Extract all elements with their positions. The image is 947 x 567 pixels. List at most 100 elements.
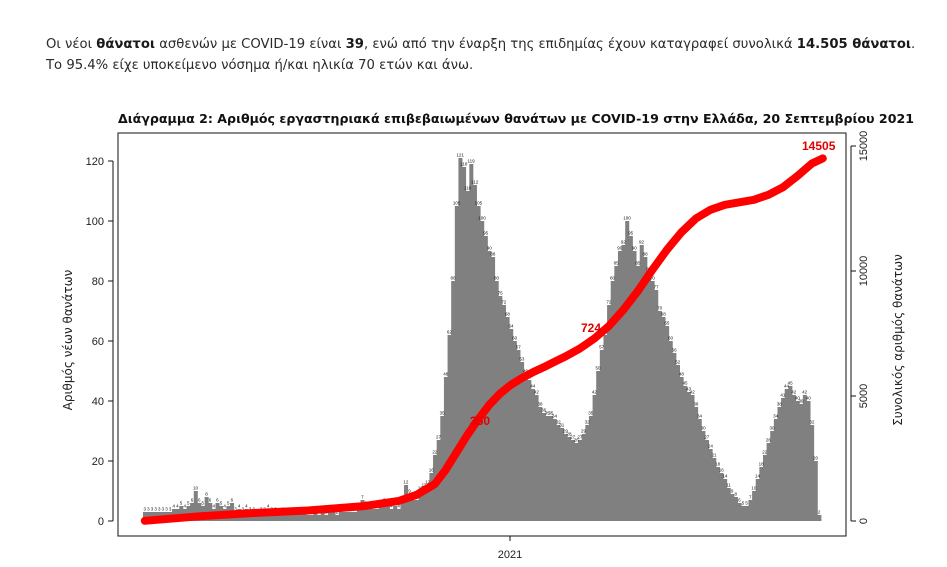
bar (617, 251, 622, 521)
bar-value-label: 41 (780, 393, 786, 398)
bar (516, 350, 521, 521)
bar (193, 491, 198, 521)
bar (766, 443, 771, 521)
bar (277, 515, 282, 521)
bar (298, 512, 303, 521)
bar (338, 512, 343, 521)
bar-value-label: 30 (770, 426, 776, 431)
bar-value-label: 65 (664, 321, 670, 326)
intro-part-2: ασθενών με COVID-19 είναι (155, 37, 346, 52)
bar-value-label: 35 (588, 411, 594, 416)
y-axis-label: Αριθμός νέων θανάτων (61, 269, 75, 410)
bar-value-label: 8 (205, 492, 208, 497)
bar (418, 491, 423, 521)
bar-value-label: 32 (809, 420, 815, 425)
bar (810, 425, 815, 521)
plot-frame (117, 132, 847, 537)
bar (585, 425, 590, 521)
bar (813, 461, 818, 521)
bar-value-label: 5 (227, 501, 230, 506)
bar-value-label: 64 (509, 324, 515, 329)
bar-value-label: 26 (574, 438, 580, 443)
bar-value-label: 4 (245, 504, 248, 509)
bar-value-label: 4 (176, 504, 179, 509)
bar-value-label: 20 (813, 456, 819, 461)
bar (360, 500, 365, 521)
bar-value-label: 43 (686, 387, 692, 392)
bar (770, 431, 775, 521)
bar (694, 407, 699, 521)
bar-value-label: 45 (788, 381, 794, 386)
bar-value-label: 9 (731, 489, 734, 494)
bar (411, 500, 416, 521)
bar-value-label: 42 (791, 390, 797, 395)
bar (255, 515, 260, 521)
bar-value-label: 5 (187, 501, 190, 506)
bar (422, 488, 427, 521)
bar-value-label: 27 (436, 435, 442, 440)
bar-value-label: 45 (683, 381, 689, 386)
bar-value-label: 4 (238, 504, 241, 509)
bar (483, 236, 488, 521)
bar (527, 380, 532, 521)
bar-value-label: 77 (654, 285, 660, 290)
bar-value-label: 4 (223, 504, 226, 509)
bar (791, 395, 797, 521)
bar (719, 473, 724, 521)
bar (665, 326, 670, 521)
bar-value-label: 38 (538, 402, 544, 407)
bar-value-label: 29 (563, 429, 569, 434)
y2-tick-label: 15000 (858, 131, 870, 162)
bar (599, 350, 604, 521)
bar (788, 386, 793, 521)
bar (469, 164, 474, 521)
bar (356, 509, 361, 521)
bar (654, 290, 659, 521)
intro-text: Οι νέοι θάνατοι ασθενών με COVID-19 είνα… (46, 34, 926, 76)
chart-title: Διάγραμμα 2: Αριθμός εργαστηριακά επιβεβ… (118, 111, 914, 126)
bar (741, 506, 746, 521)
bar (567, 437, 572, 521)
bar (578, 440, 583, 521)
bar-value-label: 22 (762, 450, 768, 455)
bar-value-label: 80 (610, 276, 616, 281)
bar-value-label: 38 (777, 402, 783, 407)
bar-value-label: 18 (759, 462, 765, 467)
bar-value-label: 6 (231, 498, 234, 503)
bar-value-label: 100 (478, 216, 486, 221)
bar (704, 440, 710, 521)
bar (541, 413, 546, 521)
intro-bold-deaths: θάνατοι (96, 37, 156, 52)
bar (353, 512, 358, 521)
bar (451, 281, 456, 521)
bar-value-label: 6 (216, 498, 219, 503)
bar-value-label: 44 (530, 384, 536, 389)
bar (393, 506, 398, 521)
bar-value-label: 6 (191, 498, 194, 503)
bar-value-label: 4 (173, 504, 176, 509)
bar (628, 236, 633, 521)
bar (429, 473, 434, 521)
bar (636, 266, 641, 521)
bar (799, 404, 804, 521)
bar (777, 407, 782, 521)
intro-bold-new-deaths: 39 (345, 37, 364, 52)
bar-value-label: 68 (505, 312, 511, 317)
bar-value-label: 53 (519, 357, 525, 362)
y2-tick-label: 0 (858, 518, 870, 524)
bar-value-label: 5 (220, 501, 223, 506)
bar (346, 512, 351, 521)
y-tick-label: 120 (86, 156, 104, 168)
bar (592, 395, 597, 521)
bar-value-label: 2 (818, 510, 821, 515)
bar (701, 431, 706, 521)
bar (288, 515, 293, 521)
bar-value-label: 88 (643, 252, 649, 257)
bar (396, 509, 401, 521)
bar-value-label: 27 (570, 435, 576, 440)
bar (737, 503, 742, 521)
intro-part-4: . Το 95.4% είχε υποκείμενο νόσημα ή/και … (46, 37, 916, 73)
bar-value-label: 32 (556, 420, 562, 425)
bar (646, 272, 651, 521)
